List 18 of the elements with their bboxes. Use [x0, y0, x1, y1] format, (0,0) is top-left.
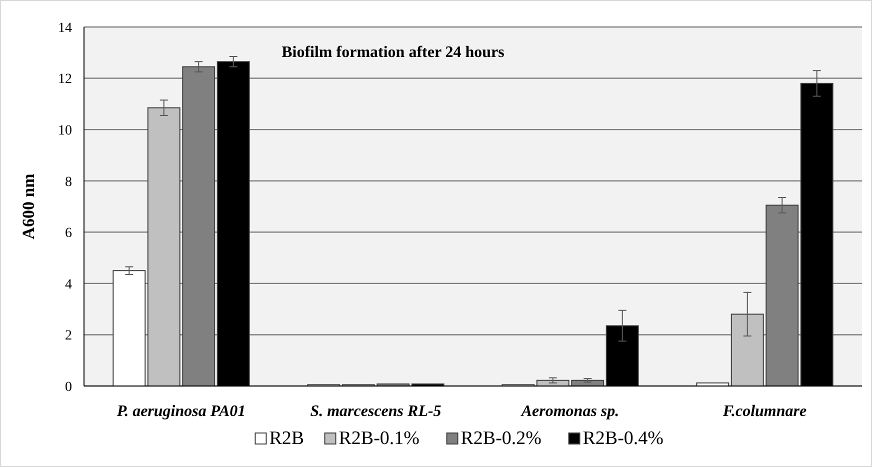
legend-label: R2B-0.4%: [582, 428, 664, 449]
y-tick-label: 14: [58, 20, 72, 36]
y-tick-label: 4: [65, 277, 72, 292]
legend-label: R2B: [269, 428, 304, 449]
text: Biofilm formation after 24 hours: [282, 44, 504, 61]
y-tick-label: 8: [65, 174, 72, 190]
x-tick-label: Aeromonas sp.: [520, 403, 620, 420]
y-tick-label: 0: [65, 380, 72, 395]
y-axis-title: A600 nm: [19, 174, 38, 240]
y-tick-label: 10: [58, 123, 72, 138]
y-tick-label: 6: [65, 226, 72, 242]
legend-label: R2B-0.2%: [460, 428, 542, 449]
x-tick-label: P. aeruginosa PA01: [116, 403, 246, 420]
x-tick-label: F.columnare: [722, 403, 807, 420]
legend-label: R2B-0.1%: [338, 428, 420, 449]
y-tick-label: 2: [65, 328, 72, 344]
y-tick-label: 12: [58, 72, 72, 88]
x-tick-label: S. marcescens RL-5: [310, 403, 442, 420]
